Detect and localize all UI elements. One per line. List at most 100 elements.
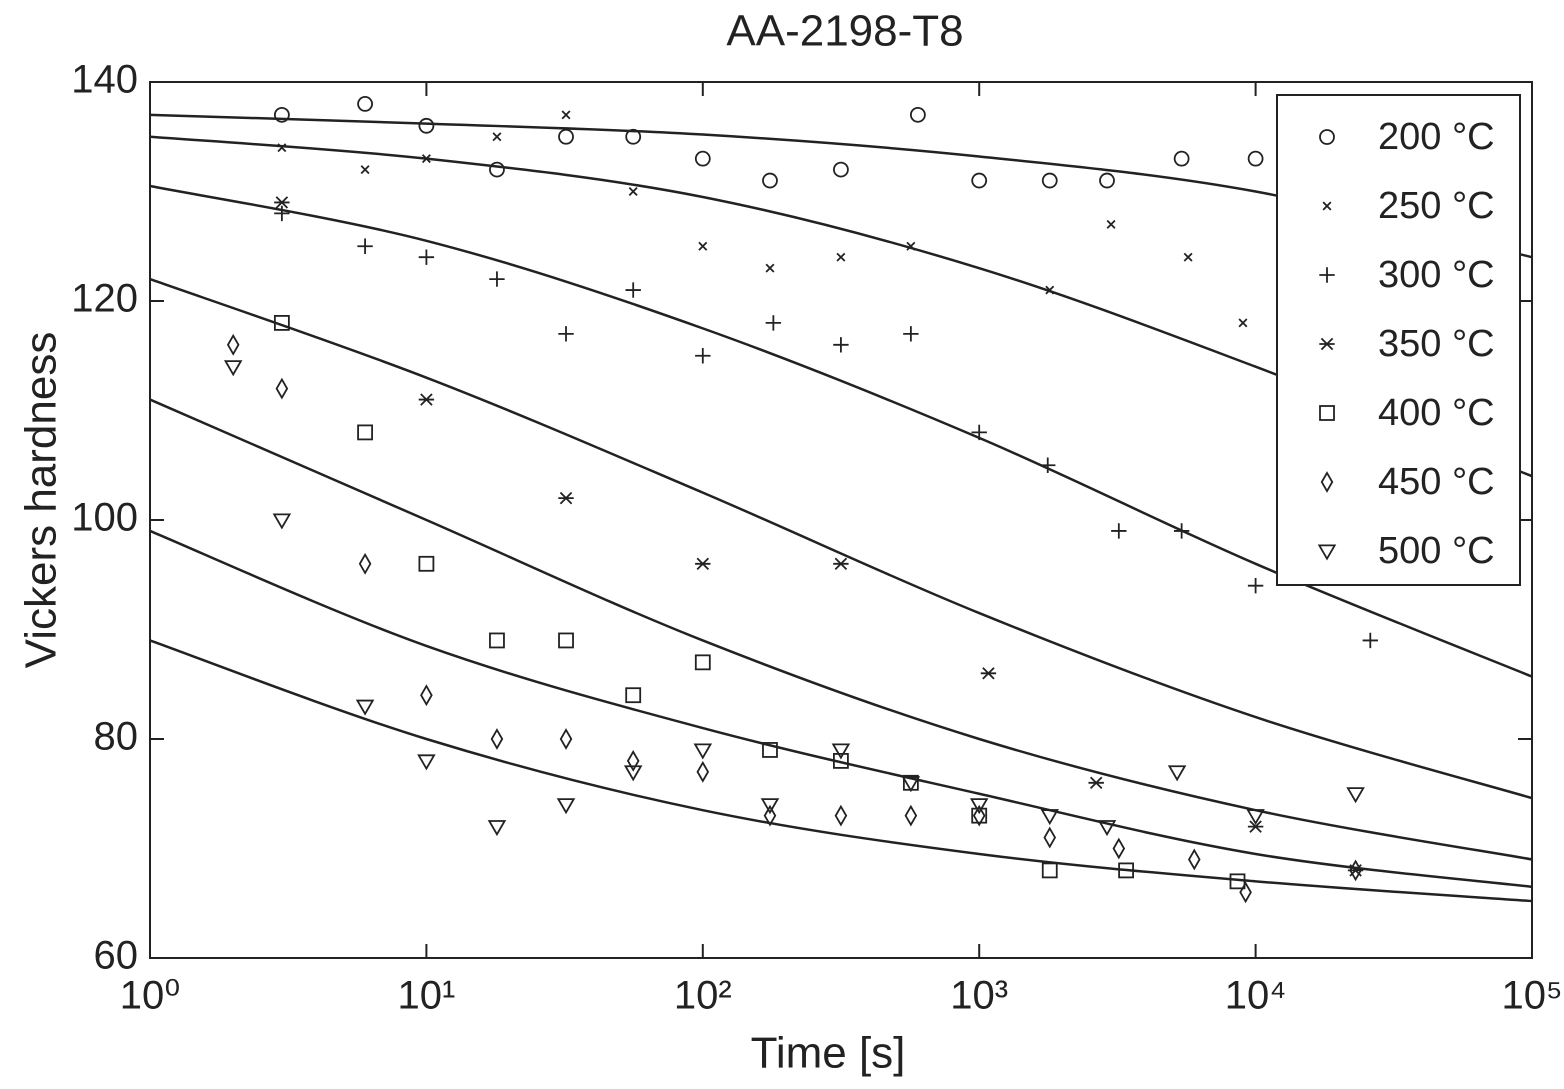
data-point [1173, 150, 1190, 167]
legend-marker [1320, 471, 1334, 493]
legend-marker [1319, 405, 1335, 421]
data-point [1088, 776, 1104, 790]
data-point [1362, 632, 1378, 649]
data-point [559, 728, 573, 750]
data-point [694, 150, 711, 167]
data-point [1246, 809, 1265, 826]
data-point [274, 196, 290, 209]
data-point [834, 804, 848, 827]
data-point [763, 804, 777, 827]
data-point [273, 314, 290, 331]
data-point [833, 557, 849, 571]
data-point [971, 172, 988, 189]
data-point [490, 728, 504, 750]
data-point [1118, 862, 1135, 879]
data-point [1043, 826, 1057, 849]
data-point [418, 117, 435, 134]
data-point [418, 393, 435, 406]
y-tick-label: 120 [71, 277, 138, 321]
fit-curve [149, 529, 1533, 889]
data-point [357, 96, 373, 112]
data-point [904, 804, 918, 827]
data-point [833, 753, 849, 769]
x-axis-label: Time [s] [751, 1029, 906, 1078]
data-point [906, 241, 916, 251]
y-tick-label: 60 [94, 934, 139, 978]
data-point [358, 552, 372, 575]
data-point [355, 699, 375, 716]
data-point [901, 776, 921, 793]
legend-marker [1319, 267, 1335, 283]
data-point [558, 491, 574, 505]
data-point [1183, 252, 1193, 262]
data-point [762, 742, 778, 758]
data-point [487, 820, 507, 837]
y-tick-label: 140 [71, 58, 138, 102]
chart-title: AA-2198-T8 [726, 7, 963, 56]
data-point [628, 187, 638, 196]
data-point [909, 106, 926, 123]
data-point [1112, 837, 1126, 860]
data-point [1247, 820, 1264, 833]
data-point [1187, 848, 1201, 871]
data-point [556, 798, 576, 815]
data-point [1106, 219, 1116, 229]
legend-label: 450 °C [1378, 461, 1495, 503]
x-tick-label: 10⁰ [120, 974, 181, 1018]
data-point [1045, 285, 1055, 295]
x-tick-label: 10³ [950, 974, 1008, 1018]
data-point [489, 161, 505, 178]
data-point [558, 632, 574, 649]
data-point [971, 807, 988, 824]
data-point [1239, 881, 1252, 904]
data-point [417, 754, 436, 771]
data-point [1041, 862, 1058, 879]
legend-label: 400 °C [1378, 392, 1495, 434]
legend-marker [1322, 201, 1332, 211]
data-point [693, 743, 713, 760]
legend-marker [1319, 129, 1335, 145]
data-point [1111, 523, 1127, 539]
data-point [357, 238, 373, 254]
data-point [698, 241, 708, 251]
data-point [903, 326, 919, 342]
y-axis-label: Vickers hardness [17, 332, 66, 669]
data-point [357, 424, 373, 441]
legend-box [1276, 94, 1521, 586]
data-point [623, 765, 643, 782]
data-point [765, 263, 775, 273]
y-tick-label: 100 [71, 496, 138, 540]
data-point [1099, 172, 1115, 189]
legend-marker [1317, 544, 1337, 561]
legend-label: 200 °C [1378, 116, 1495, 158]
data-point [1247, 578, 1264, 594]
fit-curve [149, 398, 1533, 861]
x-tick-label: 10⁴ [1225, 974, 1287, 1018]
data-point [1041, 172, 1058, 189]
data-point [360, 165, 370, 175]
data-point [274, 205, 290, 222]
data-point [762, 172, 778, 189]
x-tick-label: 10¹ [397, 974, 455, 1018]
legend-label: 250 °C [1378, 185, 1495, 227]
data-point [418, 555, 435, 572]
data-point [489, 271, 505, 287]
data-point [226, 333, 240, 356]
data-point [971, 424, 987, 441]
y-tick-label: 80 [94, 715, 139, 759]
data-point [760, 798, 780, 815]
data-point [833, 161, 849, 178]
data-point [696, 760, 710, 783]
data-point [492, 132, 502, 142]
data-point [275, 377, 289, 400]
data-point [1167, 765, 1187, 782]
data-point [625, 282, 641, 298]
data-point [1346, 787, 1365, 804]
data-point [969, 798, 989, 815]
fit-curve [149, 277, 1533, 800]
legend-label: 300 °C [1378, 254, 1495, 296]
data-point [695, 557, 711, 571]
legend-label: 350 °C [1378, 323, 1495, 365]
data-point [1040, 457, 1056, 473]
